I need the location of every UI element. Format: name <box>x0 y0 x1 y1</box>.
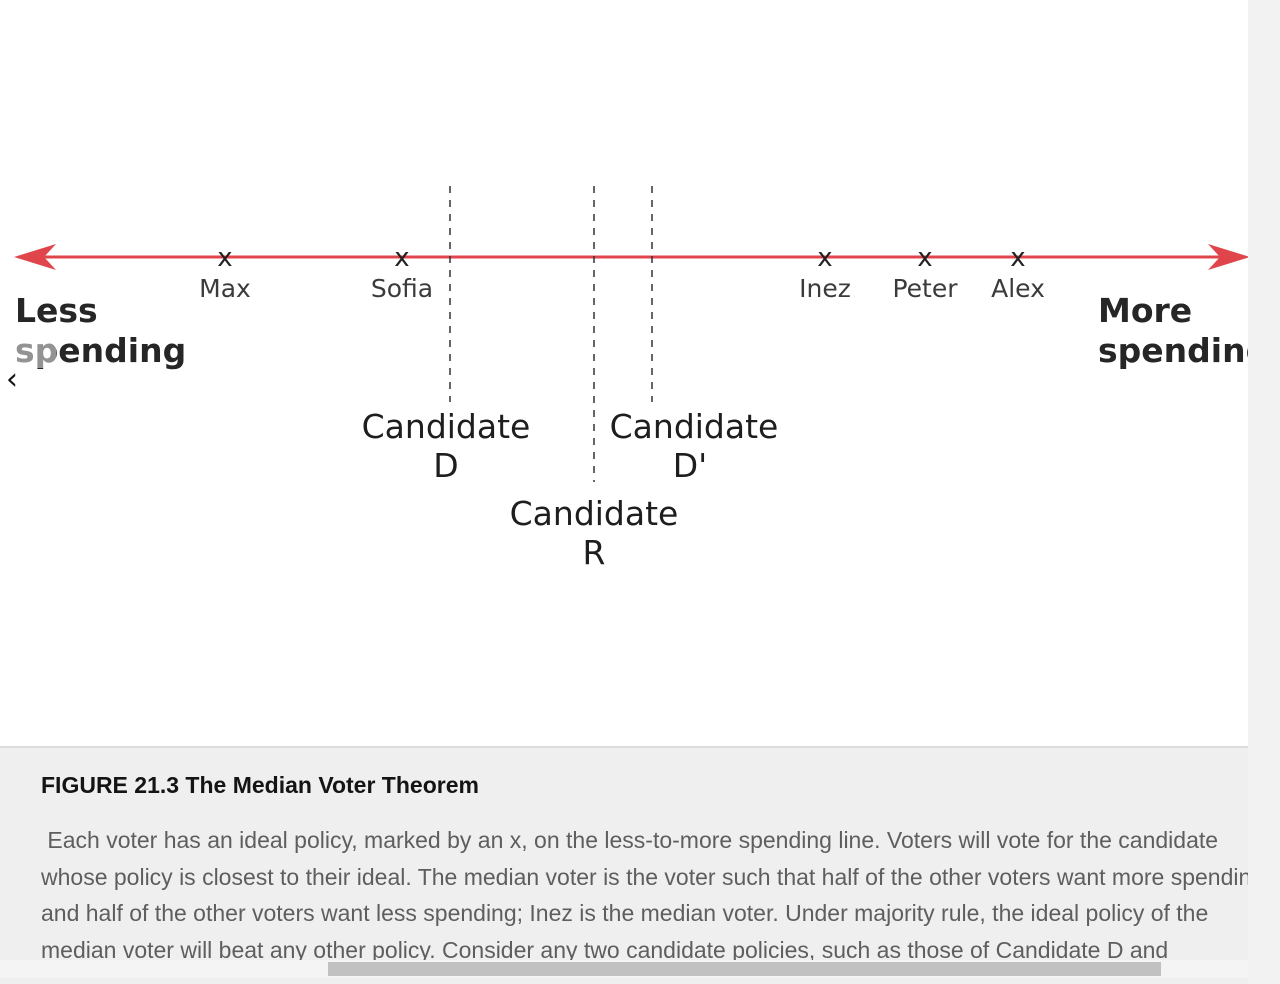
candidate-d-prime-label-backdrop <box>610 402 780 486</box>
more-spending-label-line-2: spending <box>1098 331 1248 370</box>
vertical-scrollbar-gutter[interactable] <box>1248 0 1280 984</box>
voter-sofia-label: Sofia <box>371 274 433 303</box>
candidate-r-label-line-2: R <box>583 533 606 572</box>
more-spending-label-line-1: More <box>1098 291 1192 330</box>
arrow-hover-overlay <box>12 336 56 368</box>
candidate-d-label-backdrop <box>364 402 534 486</box>
candidate-r-label-line-1: Candidate <box>510 494 679 533</box>
voter-max-marker: x <box>217 243 232 273</box>
figure-caption-text: Each voter has an ideal policy, marked b… <box>41 827 1248 963</box>
voter-sofia-marker: x <box>394 243 409 273</box>
voter-peter-marker: x <box>917 243 932 273</box>
chevron-left-icon: ‹ <box>6 362 18 397</box>
voter-alex-label: Alex <box>991 274 1045 303</box>
less-spending-label-line-1: Less <box>15 291 98 330</box>
voter-peter-label: Peter <box>892 274 958 303</box>
candidate-d-prime-label-line-1: Candidate <box>610 407 779 446</box>
figure-caption-panel: FIGURE 21.3 The Median Voter Theorem Eac… <box>0 746 1248 984</box>
previous-figure-button[interactable]: ‹ <box>6 362 32 398</box>
axis-arrow-left-icon <box>14 244 56 270</box>
figure-title: FIGURE 21.3 The Median Voter Theorem <box>41 772 479 798</box>
candidate-d-label-line-2: D <box>433 446 458 485</box>
voter-alex-marker: x <box>1010 243 1025 273</box>
voter-max-label: Max <box>199 274 251 303</box>
figure-area: Less spending More spending Candidate D … <box>6 186 1248 572</box>
median-voter-diagram: Less spending More spending Candidate D … <box>12 186 1248 572</box>
voter-inez-label: Inez <box>799 274 851 303</box>
voter-inez-marker: x <box>817 243 832 273</box>
candidate-d-label-line-1: Candidate <box>362 407 531 446</box>
candidate-d-prime-label-line-2: D' <box>673 446 707 485</box>
axis-arrow-right-icon <box>1208 244 1248 270</box>
horizontal-scrollbar-thumb[interactable] <box>328 962 1161 976</box>
